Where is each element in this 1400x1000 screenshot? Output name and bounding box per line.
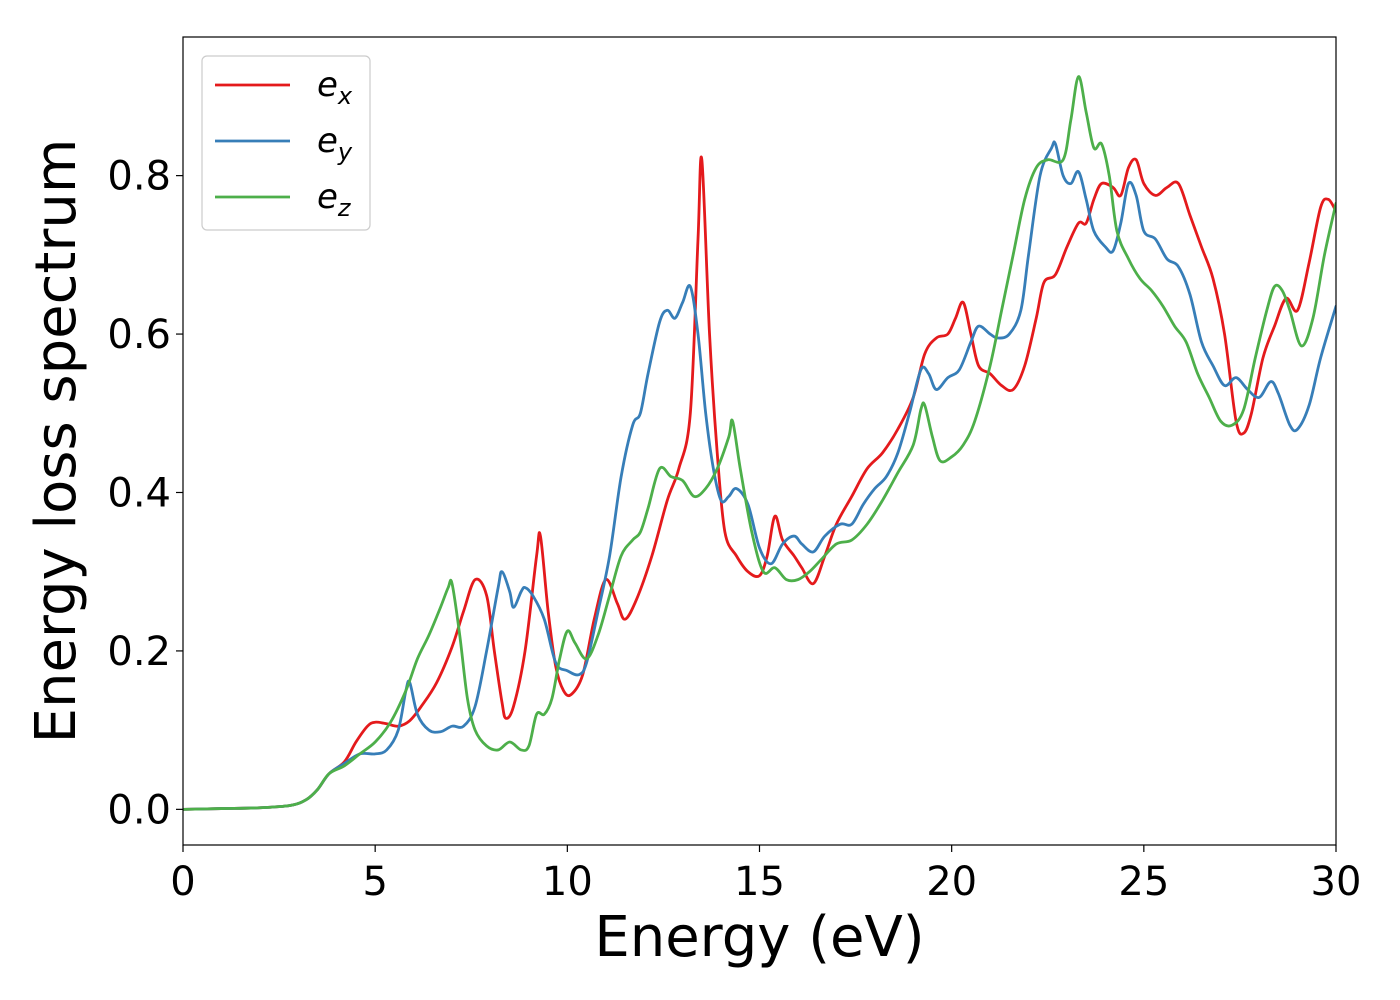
x-axis-title: Energy (eV) bbox=[594, 905, 924, 970]
y-tick-label: 0.8 bbox=[107, 154, 171, 200]
x-tick-label: 15 bbox=[734, 859, 785, 905]
legend-label-ez: ez bbox=[317, 177, 352, 222]
y-axis-title: Energy loss spectrum bbox=[24, 139, 89, 744]
y-tick-label: 0.0 bbox=[107, 787, 171, 833]
legend: ex ey ez bbox=[201, 55, 371, 231]
x-axis-ticks: 0 5 10 15 20 25 30 bbox=[170, 845, 1361, 905]
x-tick-label: 25 bbox=[1118, 859, 1169, 905]
x-tick-label: 20 bbox=[926, 859, 977, 905]
y-tick-label: 0.6 bbox=[107, 312, 171, 358]
series-line-ex bbox=[183, 155, 1336, 811]
x-tick-label: 0 bbox=[170, 859, 195, 905]
series-line-ey bbox=[183, 140, 1336, 811]
x-tick-label: 5 bbox=[362, 859, 387, 905]
series-line-ez bbox=[183, 75, 1336, 811]
y-tick-label: 0.4 bbox=[107, 470, 171, 516]
legend-label-ey: ey bbox=[317, 121, 353, 166]
x-tick-label: 10 bbox=[542, 859, 593, 905]
legend-label-ex: ex bbox=[317, 65, 353, 110]
y-axis-ticks: 0.0 0.2 0.4 0.6 0.8 bbox=[107, 154, 183, 833]
y-tick-label: 0.2 bbox=[107, 629, 171, 675]
plot-lines bbox=[183, 75, 1336, 811]
x-tick-label: 30 bbox=[1311, 859, 1362, 905]
legend-box bbox=[201, 55, 371, 231]
